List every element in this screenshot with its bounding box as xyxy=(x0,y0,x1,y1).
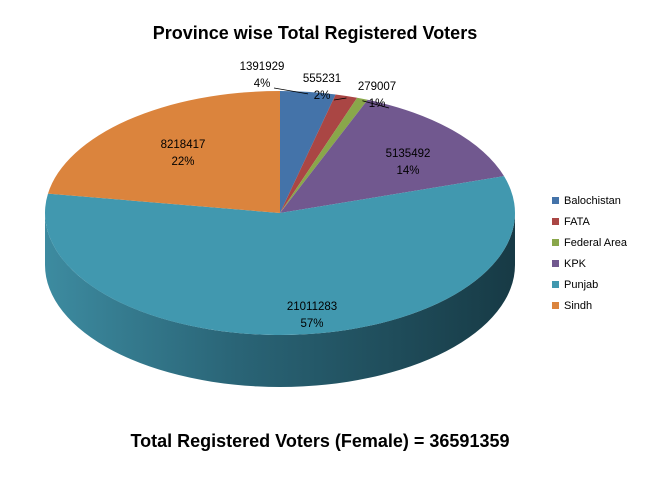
legend-swatch-balochistan xyxy=(552,197,559,204)
slice-federal-area xyxy=(280,97,368,213)
slice-punjab xyxy=(45,176,515,335)
data-labels: 1391929 4% 555231 2% 279007 1% 5135492 14% 21011… xyxy=(161,61,431,330)
legend-label-kpk: KPK xyxy=(564,258,587,270)
legend-swatch-federal-area xyxy=(552,239,559,246)
legend-label-federal-area: Federal Area xyxy=(564,237,628,249)
pie-side-layer xyxy=(45,213,515,387)
data-label-fata: 555231 2% xyxy=(303,73,341,102)
data-label-sindh: 8218417 22% xyxy=(161,139,206,168)
legend-swatch-fata xyxy=(552,218,559,225)
legend-swatch-punjab xyxy=(552,281,559,288)
data-label-kpk: 5135492 14% xyxy=(386,148,431,177)
slice-balochistan xyxy=(280,91,336,213)
legend-swatch-kpk xyxy=(552,260,559,267)
pie-top-layer xyxy=(45,91,515,335)
legend: Balochistan FATA Federal Area KPK Punjab Sind… xyxy=(552,195,628,312)
legend-label-punjab: Punjab xyxy=(564,279,598,291)
total-voters-footer: Total Registered Voters (Female) = 36591… xyxy=(130,431,509,451)
slice-sindh xyxy=(47,91,280,213)
leader-line-fata xyxy=(333,97,347,101)
leader-line-federal-area xyxy=(362,100,390,109)
legend-label-balochistan: Balochistan xyxy=(564,195,621,207)
legend-swatch-sindh xyxy=(552,302,559,309)
chart-title: Province wise Total Registered Voters xyxy=(153,23,477,43)
data-label-balochistan: 1391929 4% xyxy=(240,61,285,90)
data-label-federal-area: 279007 1% xyxy=(358,81,396,110)
leader-line-balochistan xyxy=(273,87,309,95)
leader-lines xyxy=(273,87,390,109)
slice-kpk xyxy=(280,99,505,213)
slice-fata xyxy=(280,94,358,213)
legend-label-fata: FATA xyxy=(564,216,591,228)
legend-label-sindh: Sindh xyxy=(564,300,592,312)
slice-side-punjab xyxy=(45,213,515,387)
data-label-punjab: 21011283 57% xyxy=(287,301,337,330)
